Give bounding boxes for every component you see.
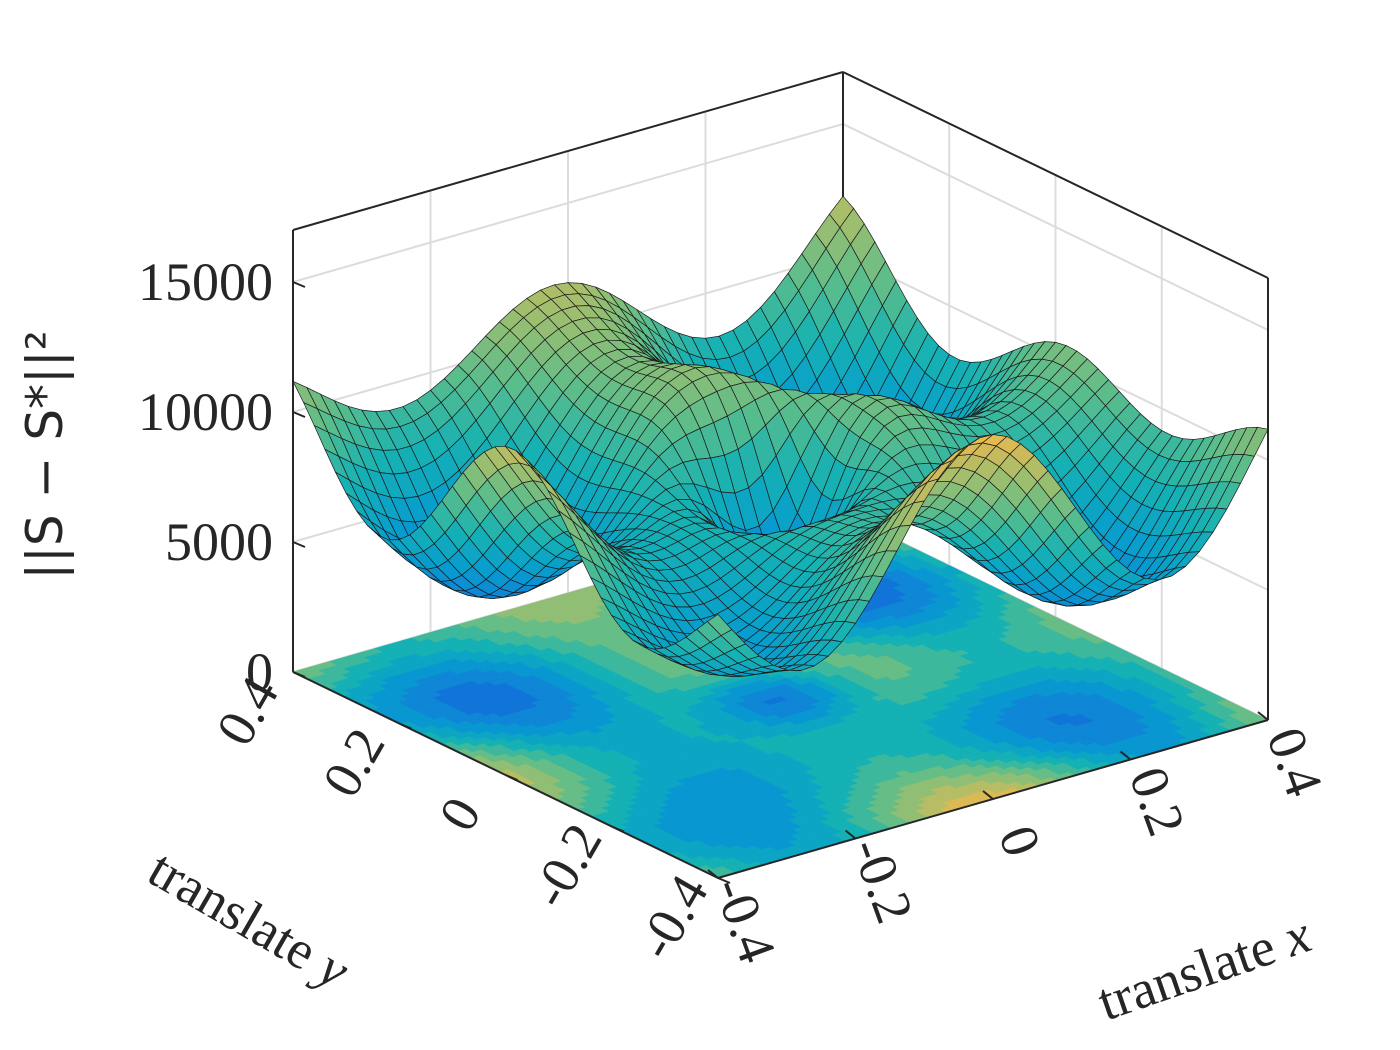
top-back-right-edge	[842, 71, 1269, 279]
top-back-left-edge	[292, 71, 844, 231]
surface-mesh	[292, 195, 1269, 677]
